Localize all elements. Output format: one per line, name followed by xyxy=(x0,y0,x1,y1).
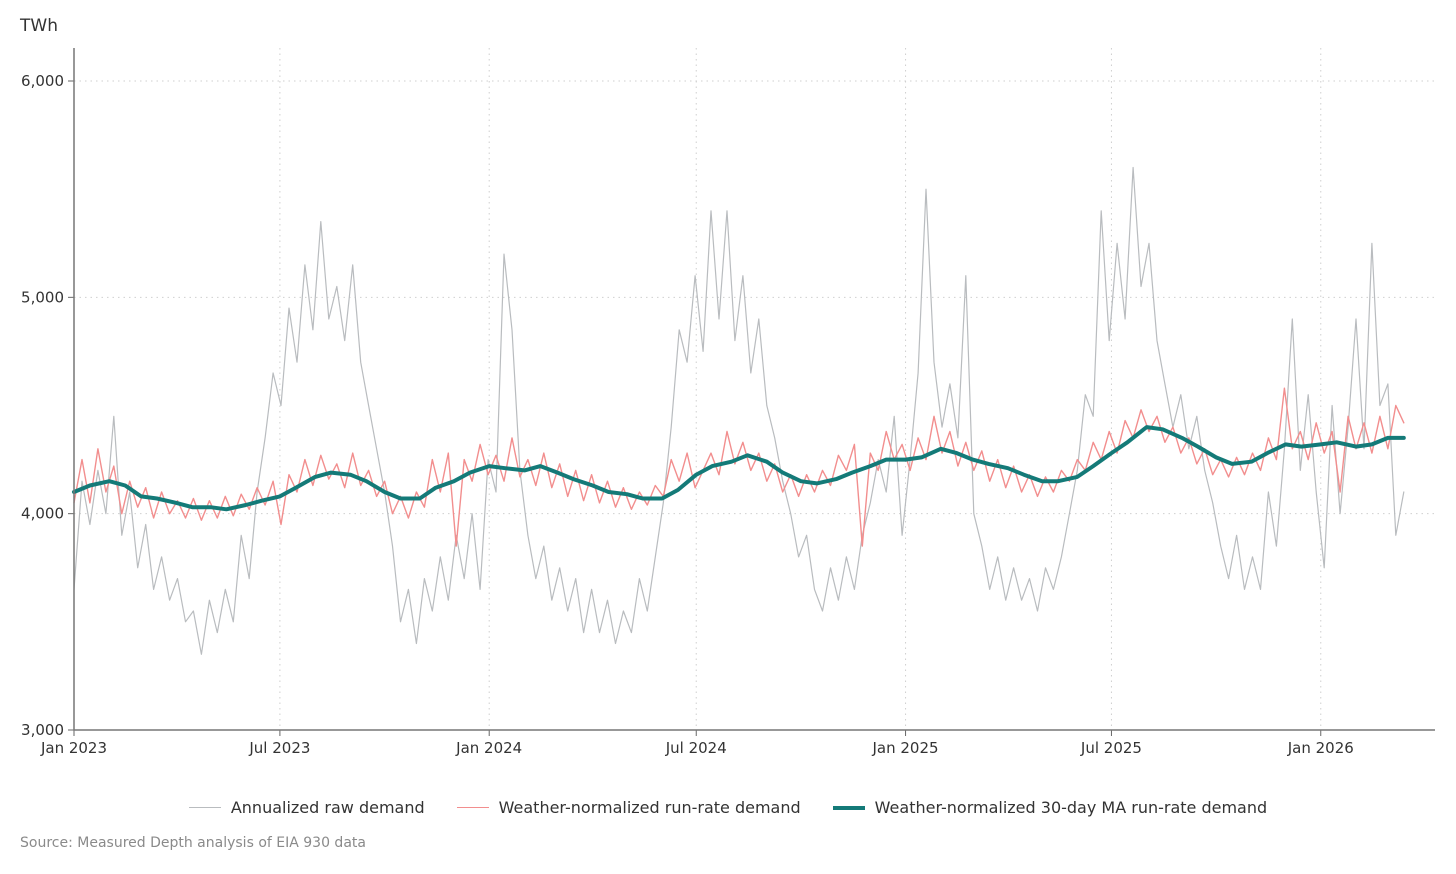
x-tick-label: Jul 2024 xyxy=(665,739,727,757)
series-layer xyxy=(72,166,1406,655)
legend-swatch-raw-demand xyxy=(188,807,221,808)
series-line-ma-demand xyxy=(72,425,1406,512)
x-tick-label: Jan 2024 xyxy=(455,739,522,757)
x-tick-label: Jul 2023 xyxy=(248,739,310,757)
legend-item-raw-demand: Annualized raw demand xyxy=(188,798,425,817)
x-tick-label: Jan 2026 xyxy=(1287,739,1354,757)
legend-swatch-ma-demand xyxy=(832,805,865,810)
x-tick-label: Jan 2023 xyxy=(40,739,107,757)
series-line-raw-demand xyxy=(73,166,1405,655)
legend-item-run-rate-demand: Weather-normalized run-rate demand xyxy=(456,798,801,817)
legend-swatch-run-rate-demand xyxy=(456,807,489,808)
y-tick-label: 3,000 xyxy=(21,721,64,739)
legend-label-ma-demand: Weather-normalized 30-day MA run-rate de… xyxy=(874,798,1268,817)
legend-label-run-rate-demand: Weather-normalized run-rate demand xyxy=(498,798,801,817)
grid-layer xyxy=(74,48,1435,730)
source-note: Source: Measured Depth analysis of EIA 9… xyxy=(20,835,366,851)
axis-layer: 3,000 4,000 5,000 6,000 Jan 2023 Jul 2023 Jan … xyxy=(21,48,1435,757)
x-tick-label: Jan 2025 xyxy=(872,739,939,757)
y-tick-label: 4,000 xyxy=(21,505,64,523)
legend-label-raw-demand: Annualized raw demand xyxy=(230,798,425,817)
y-tick-label: 5,000 xyxy=(21,288,64,306)
y-axis-unit-label: TWh xyxy=(20,16,58,36)
x-tick-label: Jul 2025 xyxy=(1080,739,1142,757)
legend: Annualized raw demand Weather-normalized… xyxy=(0,798,1456,817)
y-tick-label: 6,000 xyxy=(21,72,64,90)
legend-item-ma-demand: Weather-normalized 30-day MA run-rate de… xyxy=(832,798,1268,817)
